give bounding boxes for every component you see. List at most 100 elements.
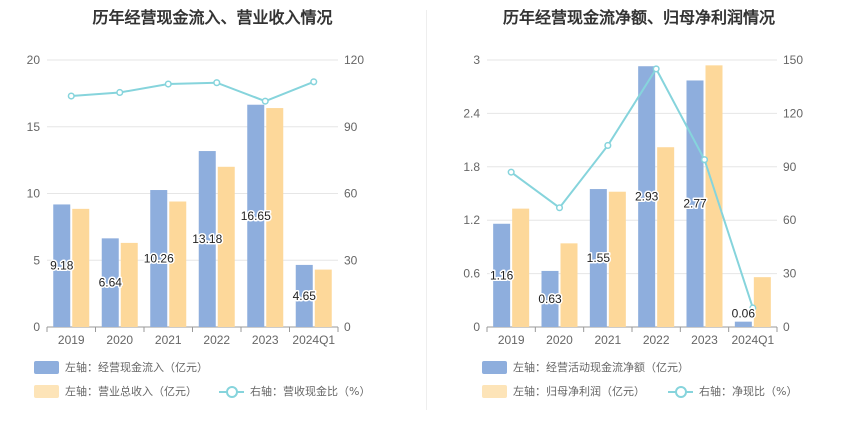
legend-item-net-cashflow[interactable]: 左轴：经营活动现金流净额（亿元） xyxy=(482,359,689,375)
left-axis-tick-label: 5 xyxy=(33,253,40,267)
x-axis-tick-label: 2020 xyxy=(106,333,133,347)
legend-item-net-ratio[interactable]: 右轴：净现比（%） xyxy=(668,383,797,399)
bar-secondary xyxy=(120,242,138,327)
right-axis-tick-label: 90 xyxy=(783,160,797,174)
ratio-point xyxy=(604,141,612,149)
x-axis-tick-label: 2019 xyxy=(58,333,85,347)
bar-secondary xyxy=(169,201,187,327)
bar-data-label: 0.06 xyxy=(732,307,756,321)
x-axis-tick-label: 2022 xyxy=(643,333,670,347)
legend-swatch xyxy=(482,384,507,398)
legend-item-ratio[interactable]: 右轴：营收现金比（%） xyxy=(219,383,370,399)
left-axis-tick-label: 3 xyxy=(473,53,480,67)
ratio-point xyxy=(213,79,221,87)
ratio-point xyxy=(652,65,660,73)
legend-swatch xyxy=(219,385,244,398)
bar-secondary xyxy=(560,243,578,327)
ratio-point xyxy=(67,92,75,100)
bar-data-label: 13.18 xyxy=(192,232,222,246)
bar-secondary xyxy=(753,277,771,327)
ratio-point xyxy=(555,204,564,212)
bar-data-label: 2.93 xyxy=(635,190,659,204)
legend-label: 右轴：净现比（%） xyxy=(699,385,798,398)
chart-title: 历年经营现金流净额、归母净利润情况 xyxy=(502,8,775,27)
x-axis-tick-label: 2023 xyxy=(691,333,718,347)
right-axis-tick-label: 30 xyxy=(344,253,358,267)
legend-label: 左轴：营业总收入（亿元） xyxy=(65,385,197,398)
bar-secondary xyxy=(512,208,530,327)
x-axis-tick-label: 2024Q1 xyxy=(292,333,335,347)
bar-secondary xyxy=(72,208,90,327)
x-axis-tick-label: 2021 xyxy=(155,333,182,347)
x-axis-tick-label: 2024Q1 xyxy=(731,333,774,347)
left-axis-tick-label: 1.2 xyxy=(463,213,480,227)
ratio-point xyxy=(749,304,757,312)
bar-secondary xyxy=(314,269,332,327)
ratio-point xyxy=(507,168,515,176)
bar-primary xyxy=(295,264,313,327)
left-axis-tick-label: 20 xyxy=(27,53,41,67)
left-axis-tick-label: 2.4 xyxy=(463,106,480,120)
bar-data-label: 2.77 xyxy=(683,197,707,211)
left-axis-tick-label: 10 xyxy=(27,187,41,201)
bar-primary xyxy=(638,66,656,327)
legend-swatch xyxy=(482,360,507,374)
bar-secondary xyxy=(217,166,235,327)
bar-secondary xyxy=(657,147,675,327)
right-axis-tick-label: 120 xyxy=(783,106,803,120)
chart-title: 历年经营现金流入、营业收入情况 xyxy=(92,8,333,27)
left-axis-tick-label: 15 xyxy=(27,120,41,134)
left-axis-tick-label: 0 xyxy=(33,320,40,334)
bar-secondary xyxy=(266,108,284,327)
bar-secondary xyxy=(608,191,626,327)
legend-swatch xyxy=(34,360,59,374)
bar-secondary xyxy=(705,65,723,327)
right-axis-tick-label: 0 xyxy=(783,320,790,334)
bar-data-label: 16.65 xyxy=(241,209,271,223)
legend-item-net-profit[interactable]: 左轴：归母净利润（亿元） xyxy=(482,383,645,399)
legend-item-revenue[interactable]: 左轴：营业总收入（亿元） xyxy=(34,383,197,399)
legend-item-cash-inflow[interactable]: 左轴：经营现金流入（亿元） xyxy=(34,359,208,375)
bar-primary xyxy=(247,104,265,327)
bar-primary xyxy=(734,321,752,327)
bar-data-label: 9.18 xyxy=(50,259,74,273)
x-axis-tick-label: 2022 xyxy=(203,333,230,347)
chart-panel-cashflow-revenue: 历年经营现金流入、营业收入情况 0 5 10 15 20 0 30 60 90 120 2019 20… xyxy=(27,8,371,399)
bar-data-label: 0.63 xyxy=(538,292,562,306)
bar-primary xyxy=(150,190,168,327)
bar-data-label: 4.65 xyxy=(293,289,317,303)
chart-panel-netcash-profit: 历年经营现金流净额、归母净利润情况 0 0.6 1.2 1.8 2.4 3 0 30 60 90 1… xyxy=(428,0,850,437)
right-axis-tick-label: 60 xyxy=(344,187,358,201)
ratio-point xyxy=(116,88,124,97)
legend-label: 右轴：营收现金比（%） xyxy=(250,385,371,398)
right-axis-tick-label: 0 xyxy=(344,320,351,334)
left-axis-tick-label: 0 xyxy=(473,320,480,334)
legend-label: 左轴：归母净利润（亿元） xyxy=(513,385,645,398)
bar-data-label: 1.16 xyxy=(490,268,514,282)
ratio-point xyxy=(261,97,269,105)
bar-data-label: 10.26 xyxy=(144,252,174,266)
bar-data-label: 6.64 xyxy=(99,276,123,290)
bar-primary xyxy=(589,189,607,327)
bar-primary xyxy=(541,270,559,327)
bar-primary xyxy=(493,223,511,327)
x-axis-tick-label: 2019 xyxy=(498,333,525,347)
bar-data-label: 1.55 xyxy=(587,251,611,265)
bar-primary xyxy=(686,80,704,327)
right-axis-tick-label: 30 xyxy=(783,267,797,281)
right-axis-tick-label: 60 xyxy=(783,213,797,227)
legend-label: 左轴：经营现金流入（亿元） xyxy=(65,361,208,374)
right-axis-tick-label: 120 xyxy=(344,53,364,67)
ratio-point xyxy=(310,78,318,86)
ratio-line xyxy=(510,66,754,309)
legend-swatch xyxy=(34,384,59,398)
right-axis-tick-label: 150 xyxy=(783,53,803,67)
x-axis-tick-label: 2021 xyxy=(594,333,621,347)
left-axis-tick-label: 1.8 xyxy=(463,160,480,174)
panel-divider xyxy=(426,10,427,410)
left-axis-tick-label: 0.6 xyxy=(463,267,480,281)
x-axis-tick-label: 2020 xyxy=(546,333,573,347)
x-axis-tick-label: 2023 xyxy=(252,333,279,347)
legend-label: 左轴：经营活动现金流净额（亿元） xyxy=(513,361,689,374)
